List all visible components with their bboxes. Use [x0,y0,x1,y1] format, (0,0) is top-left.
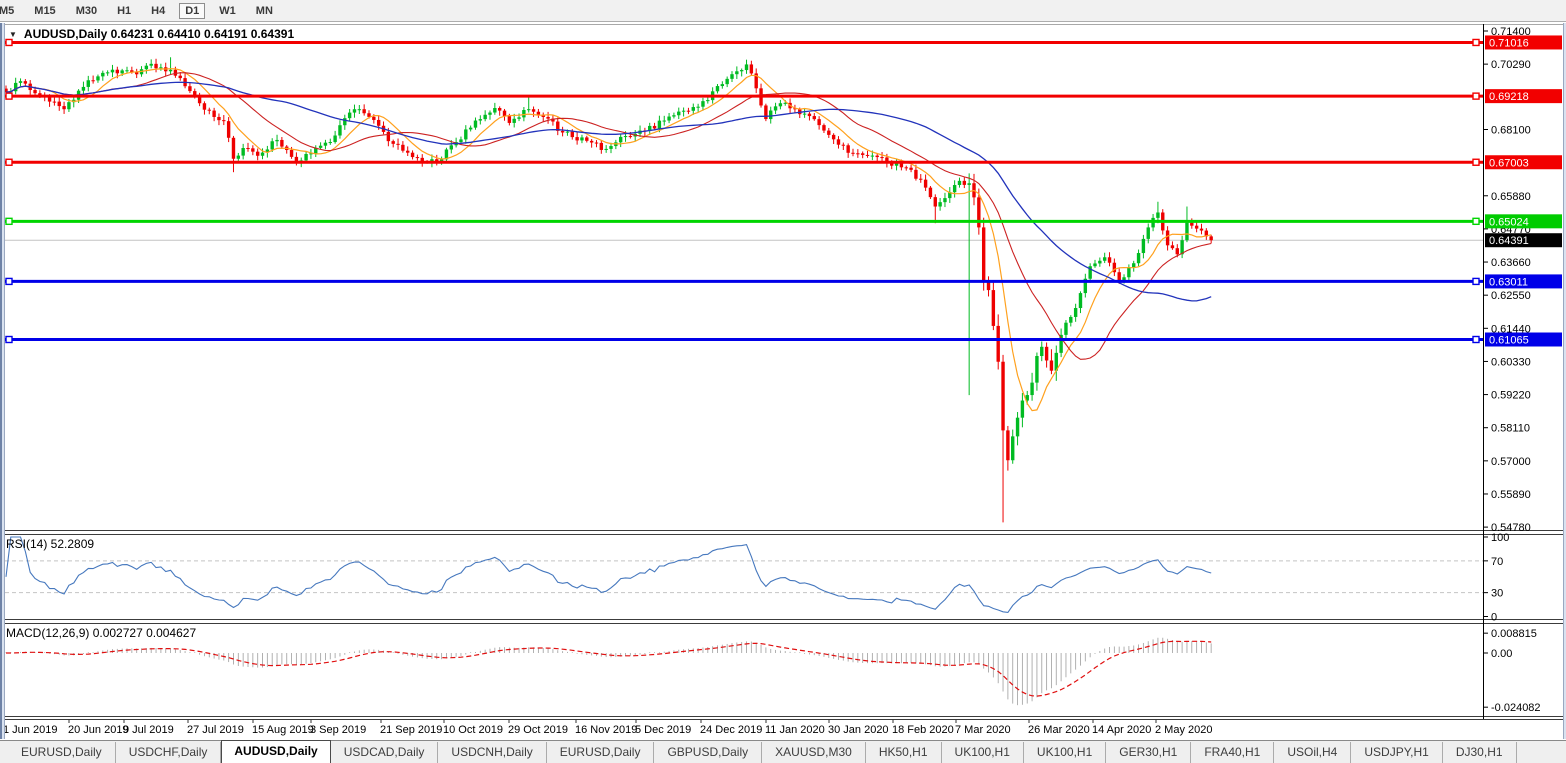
date-label: 29 Oct 2019 [508,724,568,736]
price-badge-0.61065: 0.61065 [1489,334,1529,346]
price-tick-label: 0.68100 [1491,125,1531,137]
timeframe-button-m5[interactable]: M5 [0,4,15,17]
chart-title: ▼ AUDUSD,Daily 0.64231 0.64410 0.64191 0… [9,27,294,41]
date-label: 14 Apr 2020 [1092,724,1151,736]
chart-tab-usdcnh-daily[interactable]: USDCNH,Daily [438,742,547,763]
date-label: 1 Jun 2019 [3,724,57,736]
chart-tab-usoil-h4[interactable]: USOil,H4 [1274,742,1352,763]
chart-tab-eurusd-daily[interactable]: EURUSD,Daily [547,742,655,763]
hline-0.61065[interactable] [5,335,1483,344]
chart-title-text: AUDUSD,Daily 0.64231 0.64410 0.64191 0.6… [23,27,295,41]
timeframe-button-mn[interactable]: MN [255,4,273,17]
price-badge-0.65024: 0.65024 [1489,216,1529,228]
chart-tab-gbpusd-daily[interactable]: GBPUSD,Daily [654,742,763,763]
price-tick-label: 0.59220 [1491,390,1531,402]
date-label: 9 Jul 2019 [123,724,174,736]
hline-0.69218[interactable] [5,92,1483,100]
timeframe-button-d1[interactable]: D1 [179,2,206,19]
rsi-line [5,536,1212,613]
price-tick-label: 0.71400 [1491,26,1531,38]
date-label: 21 Sep 2019 [380,724,442,736]
date-label: 30 Jan 2020 [828,724,889,736]
chart-tab-usdchf-daily[interactable]: USDCHF,Daily [116,742,222,763]
chart-tab-fra40-h1[interactable]: FRA40,H1 [1191,742,1275,763]
price-tick-label: 0.65880 [1491,191,1531,203]
price-badge-0.69218: 0.69218 [1489,91,1529,103]
rsi-axis-label: 100 [1491,532,1509,544]
price-badge-0.67003: 0.67003 [1489,157,1529,169]
date-label: 7 Mar 2020 [955,724,1011,736]
candles-layer [4,57,1213,523]
chart-tab-hk50-h1[interactable]: HK50,H1 [866,742,942,763]
date-label: 20 Jun 2019 [68,724,129,736]
rsi-axis-label: 70 [1491,556,1503,568]
macd-panel-label: MACD(12,26,9) 0.002727 0.004627 [6,626,196,640]
price-tick-label: 0.62550 [1491,290,1531,302]
price-tick-label: 0.60330 [1491,356,1531,368]
date-label: 27 Jul 2019 [187,724,244,736]
macd-signal-line [6,640,1212,697]
date-label: 26 Mar 2020 [1028,724,1090,736]
chart-tab-audusd-daily[interactable]: AUDUSD,Daily [221,740,331,763]
window-frame-left [0,23,5,739]
hline-0.63011[interactable] [5,277,1483,286]
date-label: 3 Sep 2019 [310,724,366,736]
price-badge-0.63011: 0.63011 [1489,276,1528,288]
price-tick-label: 0.70290 [1491,59,1531,71]
price-tick-label: 0.58110 [1491,423,1530,435]
rsi-panel-label: RSI(14) 52.2809 [6,537,94,551]
date-label: 10 Oct 2019 [443,724,503,736]
chart-tab-uk100-h1[interactable]: UK100,H1 [942,742,1024,763]
date-label: 15 Aug 2019 [252,724,314,736]
chart-tab-dj30-h1[interactable]: DJ30,H1 [1443,742,1517,763]
macd-axis-label: 0.008815 [1491,628,1537,640]
chart-dropdown-icon[interactable]: ▼ [9,29,17,39]
price-axis[interactable]: 0.714000.702900.681000.658800.647700.636… [1483,26,1541,714]
macd-histogram [5,637,1212,706]
ma-medium-line [5,72,1212,360]
ma-fast-line [5,68,1212,412]
chart-tab-usdcad-daily[interactable]: USDCAD,Daily [331,742,439,763]
rsi-axis-label: 0 [1491,612,1497,624]
price-tick-label: 0.63660 [1491,257,1531,269]
hline-0.71016[interactable] [5,38,1483,47]
chart-tab-xauusd-m30[interactable]: XAUUSD,M30 [762,742,866,763]
timeframe-button-h4[interactable]: H4 [151,4,166,17]
date-label: 18 Feb 2020 [892,724,954,736]
price-tick-label: 0.55890 [1491,489,1531,501]
chart-tab-bar: EURUSD,Daily USDCHF,Daily AUDUSD,Daily USDC… [0,740,1566,763]
ma-slow-line [5,81,1212,302]
price-tick-label: 0.61440 [1491,323,1531,335]
timeframe-button-h1[interactable]: H1 [117,4,132,17]
date-label: 5 Dec 2019 [635,724,691,736]
price-badge-0.64391: 0.64391 [1489,235,1529,247]
chart-tab-eurusd-daily[interactable]: EURUSD,Daily [8,742,116,763]
timeframe-toolbar: M5 M15 M30 H1 H4 D1 W1 MN [0,0,1566,22]
price-axis-badges: 0.71016 0.69218 0.67003 0.65024 0.64391 0.630… [1485,35,1562,347]
date-label: 24 Dec 2019 [700,724,762,736]
timeframe-button-w1[interactable]: W1 [219,4,236,17]
chart-tab-ger30-h1[interactable]: GER30,H1 [1106,742,1192,763]
price-tick-label: 0.54780 [1491,522,1531,534]
macd-axis-label: -0.024082 [1491,702,1541,714]
hline-0.65024[interactable] [5,217,1483,226]
date-label: 16 Nov 2019 [575,724,637,736]
date-label: 11 Jan 2020 [765,724,825,736]
price-tick-label: 0.57000 [1491,456,1531,468]
window-frame-right [1563,23,1566,739]
timeframe-button-m30[interactable]: M30 [75,4,98,17]
hline-0.67003[interactable] [5,158,1483,166]
chart-tab-usdjpy-h1[interactable]: USDJPY,H1 [1351,742,1443,763]
timeframe-button-m15[interactable]: M15 [34,4,56,17]
macd-axis-label: 0.00 [1491,648,1512,660]
date-label: 2 May 2020 [1155,724,1212,736]
price-badge-0.71016: 0.71016 [1489,37,1529,49]
rsi-axis-label: 30 [1491,588,1503,600]
chart-tab-uk100-h1[interactable]: UK100,H1 [1024,742,1107,763]
